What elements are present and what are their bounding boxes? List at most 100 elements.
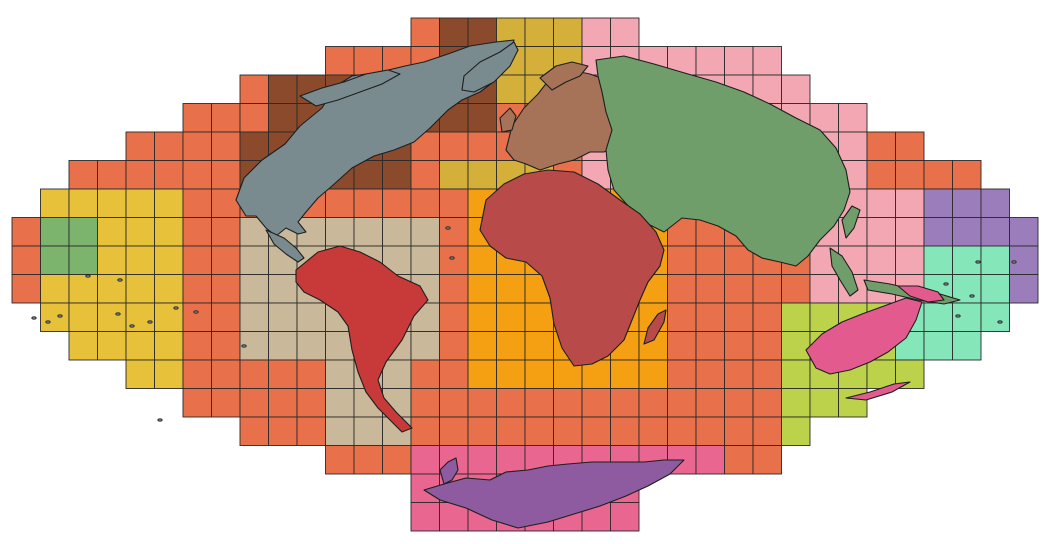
grid-cell[interactable] bbox=[866, 217, 896, 247]
grid-cell[interactable] bbox=[239, 245, 269, 275]
grid-cell[interactable] bbox=[325, 416, 355, 446]
grid-cell[interactable] bbox=[781, 359, 811, 389]
grid-cell[interactable] bbox=[952, 245, 982, 275]
grid-cell[interactable] bbox=[524, 359, 554, 389]
grid-cell[interactable] bbox=[211, 388, 241, 418]
grid-cell[interactable] bbox=[638, 359, 668, 389]
grid-cell[interactable] bbox=[724, 359, 754, 389]
grid-cell[interactable] bbox=[382, 445, 412, 475]
grid-cell[interactable] bbox=[895, 245, 925, 275]
grid-cell[interactable] bbox=[268, 103, 298, 133]
grid-cell[interactable] bbox=[382, 359, 412, 389]
grid-cell[interactable] bbox=[667, 274, 697, 304]
grid-cell[interactable] bbox=[752, 359, 782, 389]
grid-cell[interactable] bbox=[467, 416, 497, 446]
grid-cell[interactable] bbox=[296, 416, 326, 446]
grid-cell[interactable] bbox=[211, 331, 241, 361]
grid-cell[interactable] bbox=[68, 302, 98, 332]
grid-cell[interactable] bbox=[125, 188, 155, 218]
grid-cell[interactable] bbox=[496, 274, 526, 304]
africa-landmass[interactable] bbox=[479, 169, 665, 367]
grid-cell[interactable] bbox=[68, 217, 98, 247]
grid-cell[interactable] bbox=[809, 103, 839, 133]
grid-cell[interactable] bbox=[610, 416, 640, 446]
grid-cell[interactable] bbox=[610, 502, 640, 532]
grid-cell[interactable] bbox=[524, 17, 554, 47]
grid-cell[interactable] bbox=[895, 160, 925, 190]
grid-cell[interactable] bbox=[211, 103, 241, 133]
grid-cell[interactable] bbox=[866, 188, 896, 218]
grid-cell[interactable] bbox=[382, 160, 412, 190]
grid-cell[interactable] bbox=[467, 17, 497, 47]
grid-cell[interactable] bbox=[182, 331, 212, 361]
grid-cell[interactable] bbox=[809, 274, 839, 304]
grid-cell[interactable] bbox=[496, 416, 526, 446]
grid-cell[interactable] bbox=[724, 274, 754, 304]
grid-cell[interactable] bbox=[125, 359, 155, 389]
grid-cell[interactable] bbox=[439, 160, 469, 190]
grid-cell[interactable] bbox=[724, 331, 754, 361]
grid-cell[interactable] bbox=[410, 359, 440, 389]
grid-cell[interactable] bbox=[182, 245, 212, 275]
grid-cell[interactable] bbox=[410, 245, 440, 275]
grid-cell[interactable] bbox=[866, 245, 896, 275]
grid-cell[interactable] bbox=[239, 131, 269, 161]
grid-cell[interactable] bbox=[667, 331, 697, 361]
grid-cell[interactable] bbox=[97, 217, 127, 247]
grid-cell[interactable] bbox=[40, 245, 70, 275]
grid-cell[interactable] bbox=[239, 274, 269, 304]
grid-cell[interactable] bbox=[752, 274, 782, 304]
grid-cell[interactable] bbox=[895, 217, 925, 247]
grid-cell[interactable] bbox=[467, 388, 497, 418]
grid-cell[interactable] bbox=[781, 331, 811, 361]
grid-cell[interactable] bbox=[154, 359, 184, 389]
grid-cell[interactable] bbox=[439, 502, 469, 532]
grid-cell[interactable] bbox=[410, 160, 440, 190]
grid-cell[interactable] bbox=[239, 103, 269, 133]
grid-cell[interactable] bbox=[40, 302, 70, 332]
grid-cell[interactable] bbox=[382, 217, 412, 247]
grid-cell[interactable] bbox=[524, 416, 554, 446]
grid-cell[interactable] bbox=[838, 388, 868, 418]
grid-cell[interactable] bbox=[410, 445, 440, 475]
grid-cell[interactable] bbox=[439, 217, 469, 247]
grid-cell[interactable] bbox=[296, 302, 326, 332]
grid-cell[interactable] bbox=[325, 188, 355, 218]
grid-cell[interactable] bbox=[439, 388, 469, 418]
grid-cell[interactable] bbox=[467, 302, 497, 332]
grid-cell[interactable] bbox=[895, 188, 925, 218]
grid-cell[interactable] bbox=[325, 445, 355, 475]
grid-cell[interactable] bbox=[97, 188, 127, 218]
grid-cell[interactable] bbox=[40, 188, 70, 218]
grid-cell[interactable] bbox=[353, 445, 383, 475]
grid-cell[interactable] bbox=[952, 217, 982, 247]
grid-cell[interactable] bbox=[524, 388, 554, 418]
grid-cell[interactable] bbox=[353, 416, 383, 446]
grid-cell[interactable] bbox=[524, 331, 554, 361]
grid-cell[interactable] bbox=[410, 388, 440, 418]
grid-cell[interactable] bbox=[695, 445, 725, 475]
grid-cell[interactable] bbox=[496, 331, 526, 361]
grid-cell[interactable] bbox=[410, 131, 440, 161]
grid-cell[interactable] bbox=[923, 188, 953, 218]
grid-cell[interactable] bbox=[439, 188, 469, 218]
grid-cell[interactable] bbox=[553, 17, 583, 47]
antarctica-landmass[interactable] bbox=[423, 459, 685, 529]
grid-cell[interactable] bbox=[154, 188, 184, 218]
grid-cell[interactable] bbox=[667, 359, 697, 389]
grid-cell[interactable] bbox=[182, 103, 212, 133]
grid-cell[interactable] bbox=[410, 331, 440, 361]
grid-cell[interactable] bbox=[866, 131, 896, 161]
grid-cell[interactable] bbox=[923, 160, 953, 190]
grid-cell[interactable] bbox=[353, 46, 383, 76]
grid-cell[interactable] bbox=[781, 302, 811, 332]
grid-cell[interactable] bbox=[439, 17, 469, 47]
grid-cell[interactable] bbox=[952, 274, 982, 304]
grid-cell[interactable] bbox=[809, 388, 839, 418]
grid-cell[interactable] bbox=[467, 445, 497, 475]
grid-cell[interactable] bbox=[154, 274, 184, 304]
grid-cell[interactable] bbox=[952, 160, 982, 190]
grid-cell[interactable] bbox=[980, 188, 1010, 218]
grid-cell[interactable] bbox=[410, 416, 440, 446]
grid-cell[interactable] bbox=[125, 331, 155, 361]
